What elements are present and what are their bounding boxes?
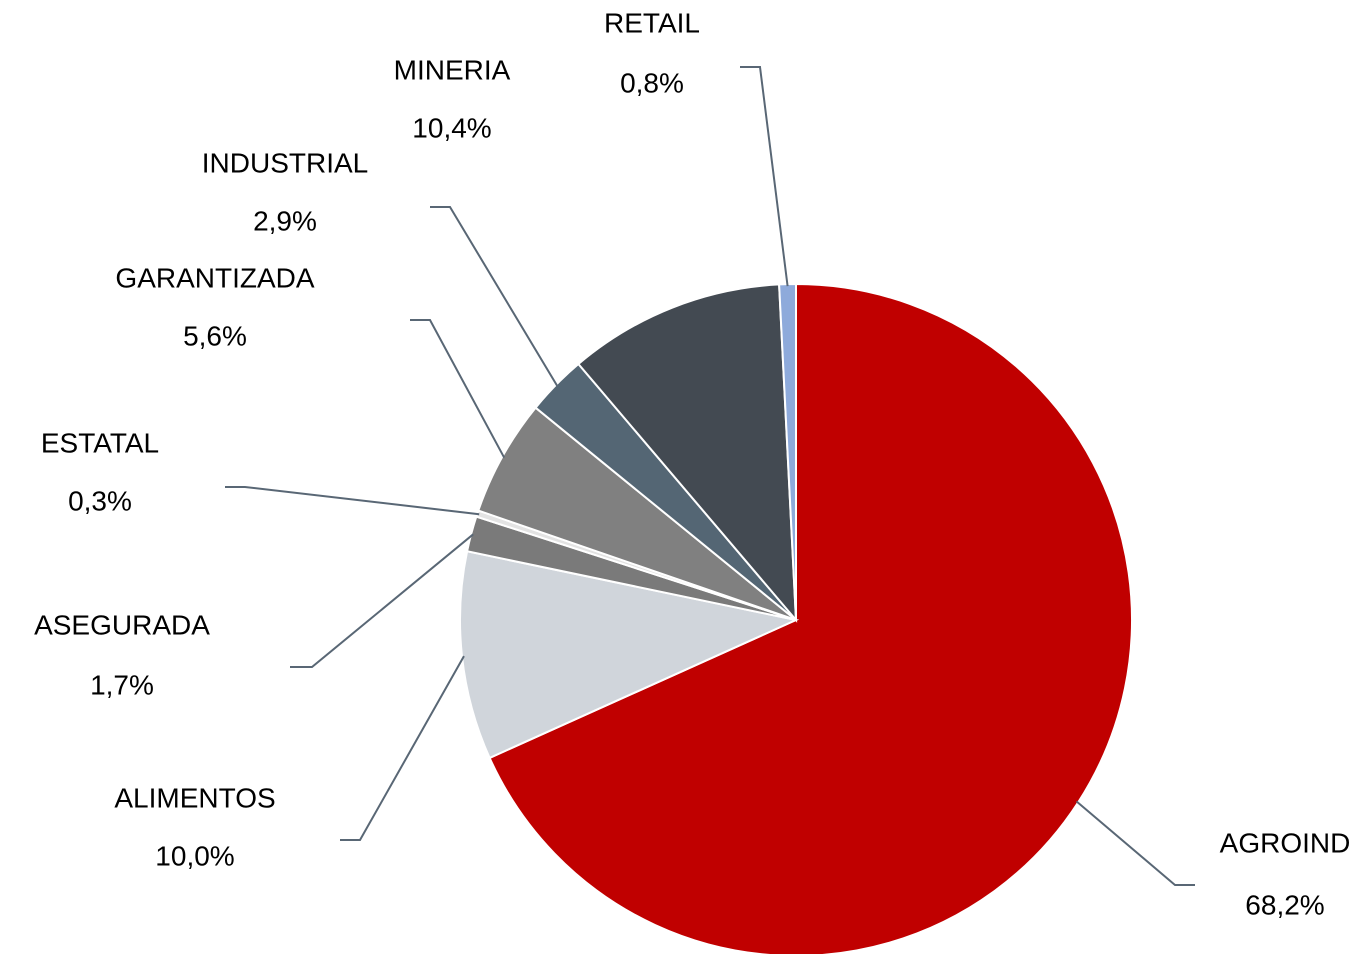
value-label: 0,3% (68, 485, 132, 516)
category-label: GARANTIZADA (115, 262, 314, 293)
leader-line (410, 319, 506, 459)
leader-line (290, 533, 474, 668)
value-label: 68,2% (1245, 889, 1324, 920)
category-label: ASEGURADA (34, 609, 210, 640)
category-label: RETAIL (604, 7, 700, 38)
category-label: ALIMENTOS (114, 782, 275, 813)
value-label: 10,0% (155, 840, 234, 871)
pie-slice (576, 283, 798, 623)
value-label: 2,9% (253, 205, 317, 236)
value-label: 5,6% (183, 320, 247, 351)
value-label: 0,8% (620, 67, 684, 98)
category-label: AGROIND (1220, 827, 1351, 858)
value-label: 1,7% (90, 669, 154, 700)
category-label: ESTATAL (41, 427, 159, 458)
leader-line (1075, 800, 1195, 886)
leader-line (225, 486, 480, 516)
category-label: INDUSTRIAL (202, 147, 368, 178)
leader-line (430, 206, 559, 387)
value-label: 10,4% (412, 112, 491, 143)
category-label: MINERIA (394, 54, 511, 85)
leader-line (340, 655, 465, 841)
leader-line (740, 66, 789, 287)
